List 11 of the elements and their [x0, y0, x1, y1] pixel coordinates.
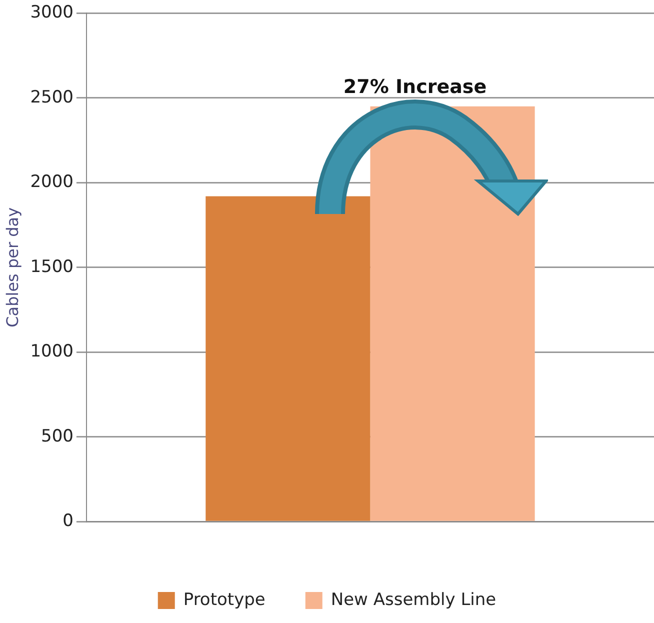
y-axis-title: Cables per day: [2, 207, 22, 328]
y-tick-label: 2500: [30, 87, 74, 108]
legend-label: Prototype: [183, 590, 266, 610]
y-tick-label: 0: [62, 511, 74, 532]
y-tick-label: 2000: [30, 172, 74, 192]
y-tick-label: 1500: [30, 256, 74, 277]
y-tick-label: 3000: [30, 2, 74, 23]
legend-label: New Assembly Line: [330, 590, 496, 610]
y-tick-label: 1000: [30, 342, 74, 362]
y-tick-label: 500: [41, 426, 74, 446]
annotation: 27% Increase: [343, 76, 487, 98]
